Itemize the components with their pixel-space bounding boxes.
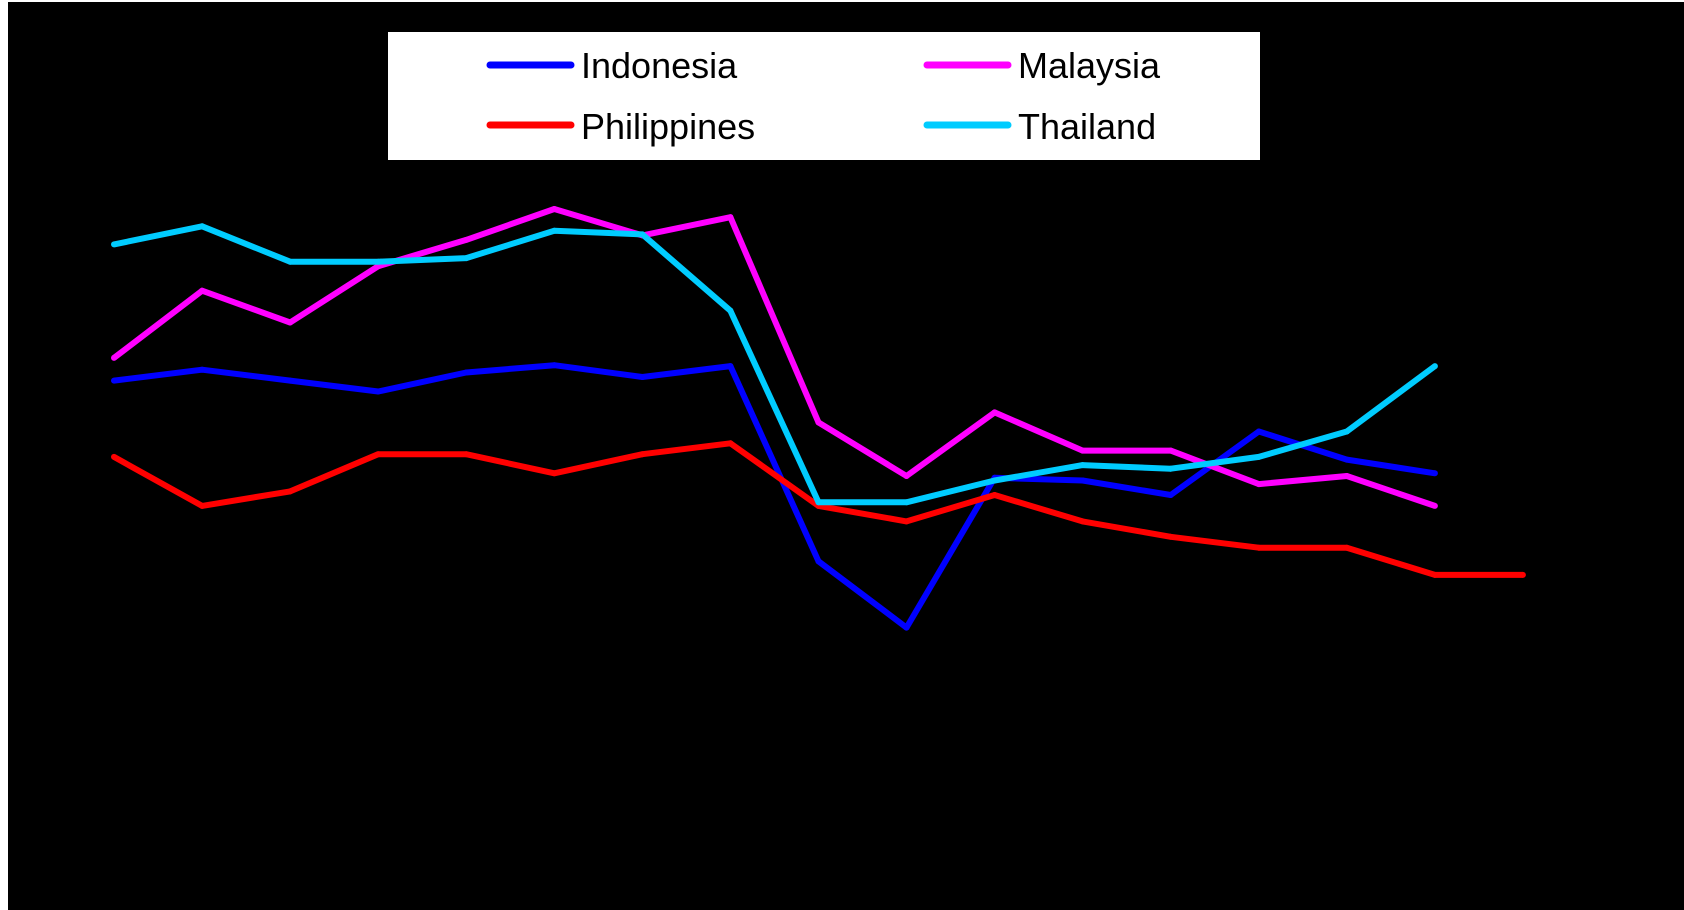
data-point-indonesia-7 [639, 374, 646, 380]
data-point-malaysia-16 [1431, 502, 1438, 509]
series-line-thailand [113, 223, 1437, 506]
data-point-malaysia-9 [815, 419, 822, 426]
data-point-philippines-5 [463, 451, 470, 458]
data-point-indonesia-2 [199, 366, 206, 373]
legend-label-malaysia: Malaysia [1018, 45, 1161, 86]
data-point-indonesia-10 [903, 624, 910, 631]
data-point-philippines-6 [551, 470, 558, 477]
data-point-philippines-15 [1343, 544, 1350, 551]
data-point-thailand-16 [1431, 363, 1438, 370]
data-point-indonesia-6 [551, 362, 558, 369]
data-point-thailand-9 [815, 499, 822, 506]
data-point-thailand-11 [991, 477, 998, 484]
data-point-thailand-1 [111, 241, 117, 248]
data-point-philippines-3 [287, 488, 294, 495]
data-point-indonesia-16 [1431, 470, 1438, 477]
data-point-philippines-14 [1255, 544, 1262, 551]
data-point-malaysia-14 [1255, 481, 1262, 488]
legend-label-philippines: Philippines [581, 106, 755, 147]
data-point-philippines-7 [639, 451, 646, 458]
data-point-indonesia-12 [1079, 477, 1086, 484]
data-point-indonesia-5 [463, 369, 470, 376]
data-point-malaysia-12 [1079, 447, 1086, 454]
data-point-philippines-17 [1519, 571, 1526, 578]
data-point-thailand-13 [1167, 465, 1174, 472]
data-point-philippines-12 [1079, 518, 1086, 525]
data-point-thailand-12 [1079, 462, 1086, 469]
data-point-philippines-13 [1167, 533, 1174, 540]
data-point-malaysia-2 [199, 287, 206, 294]
legend: Indonesia Malaysia Philippines Thailand [388, 32, 1260, 160]
data-point-thailand-3 [287, 258, 294, 265]
data-point-indonesia-1 [111, 377, 117, 384]
data-point-malaysia-11 [991, 409, 998, 416]
data-point-thailand-2 [199, 223, 206, 230]
data-point-thailand-14 [1255, 453, 1262, 460]
data-point-indonesia-9 [815, 558, 822, 565]
series-line-malaysia [112, 206, 1436, 509]
chart-frame: Indonesia Malaysia Philippines Thailand [8, 2, 1684, 910]
data-point-malaysia-8 [727, 214, 734, 221]
data-point-malaysia-10 [903, 473, 910, 479]
data-point-philippines-2 [199, 502, 206, 509]
data-point-philippines-16 [1431, 571, 1438, 578]
legend-label-thailand: Thailand [1018, 106, 1156, 147]
data-point-malaysia-1 [111, 354, 117, 361]
data-point-thailand-5 [463, 255, 470, 262]
line-chart: Indonesia Malaysia Philippines Thailand [8, 2, 1684, 910]
data-point-malaysia-13 [1167, 447, 1174, 454]
data-point-thailand-10 [903, 499, 910, 506]
data-point-indonesia-3 [287, 377, 294, 384]
data-point-thailand-15 [1343, 428, 1350, 435]
data-point-malaysia-5 [463, 236, 470, 243]
data-point-thailand-7 [639, 231, 646, 238]
data-point-indonesia-4 [375, 388, 382, 395]
data-point-philippines-8 [727, 440, 734, 447]
data-point-indonesia-14 [1255, 428, 1262, 435]
data-point-philippines-1 [111, 453, 117, 460]
legend-label-indonesia: Indonesia [581, 45, 738, 86]
data-point-philippines-10 [903, 518, 910, 525]
data-point-malaysia-6 [551, 206, 558, 212]
data-point-malaysia-3 [287, 319, 294, 326]
data-point-malaysia-15 [1343, 473, 1350, 479]
data-point-thailand-6 [551, 227, 558, 234]
legend-box [388, 32, 1260, 160]
data-point-indonesia-13 [1167, 492, 1174, 498]
data-point-thailand-4 [375, 258, 382, 265]
plot-area [111, 206, 1526, 631]
data-point-thailand-8 [727, 307, 734, 314]
data-point-indonesia-8 [727, 363, 734, 370]
data-point-philippines-4 [375, 451, 382, 458]
data-point-indonesia-15 [1343, 456, 1350, 463]
data-point-philippines-11 [991, 492, 998, 498]
